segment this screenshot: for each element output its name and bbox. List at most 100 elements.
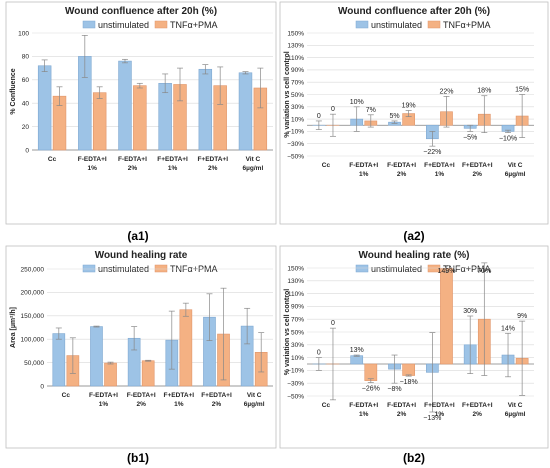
y-axis-label: Area [µm²/h] — [10, 307, 17, 348]
chart-panel-1: Wound confluence after 20h (%) unstimulat… — [5, 1, 277, 225]
category-label: 6µg/ml — [243, 165, 264, 172]
category-label: 2% — [128, 165, 138, 172]
legend-swatch-2 — [154, 264, 168, 273]
y-tick-label: 200,000 — [21, 290, 45, 297]
data-label: 0 — [331, 320, 335, 327]
bar-tnf — [402, 363, 415, 376]
chart-title: Wound healing rate (%) — [359, 250, 470, 261]
category-label: Vit C — [508, 402, 523, 409]
bar-unstimulated — [198, 68, 213, 151]
bar-unstimulated — [52, 333, 66, 387]
category-label: 2% — [397, 171, 407, 178]
category-label: 1% — [359, 411, 369, 418]
category-label: F+EDTA+I — [424, 402, 455, 409]
bar-unstimulated — [118, 60, 132, 151]
data-label: −26% — [362, 386, 380, 393]
data-label: 7% — [366, 107, 376, 114]
bar-unstimulated — [90, 326, 103, 387]
y-tick-label: 100,000 — [21, 337, 45, 344]
category-label: F-EDTA+I — [349, 402, 378, 409]
y-tick-label: 130% — [287, 43, 304, 50]
y-tick-label: 50,000 — [24, 360, 44, 367]
category-label: Vit C — [247, 392, 262, 399]
y-tick-label: 60 — [22, 77, 30, 84]
category-label: F+EDTA+I — [157, 156, 188, 163]
data-label: 18% — [477, 88, 491, 95]
y-axis-label: % variation vs cell control — [284, 289, 291, 375]
category-label: 2% — [397, 411, 407, 418]
y-tick-label: −50% — [287, 393, 304, 400]
category-label: Cc — [48, 156, 57, 163]
category-label: 6µg/ml — [244, 401, 265, 408]
y-tick-label: 0 — [40, 383, 44, 390]
y-axis-label: % variation vs cell control — [284, 51, 291, 137]
data-label: 0 — [317, 350, 321, 357]
category-label: 1% — [88, 165, 98, 172]
category-label: F+EDTA+I — [424, 162, 455, 169]
data-label: 14% — [501, 325, 515, 332]
y-tick-label: −30% — [287, 141, 304, 148]
bar-tnf — [104, 362, 117, 387]
data-label: −5% — [463, 134, 477, 141]
legend-label-2: TNFα+PMA — [443, 264, 490, 274]
data-label: 10% — [350, 99, 364, 106]
data-label: 19% — [402, 102, 416, 109]
panel-label: (a2) — [403, 229, 424, 243]
data-label: 30% — [463, 308, 477, 315]
data-label: −22% — [423, 149, 441, 156]
y-tick-label: 50% — [291, 329, 304, 336]
chart-frame — [5, 245, 277, 449]
y-axis-label: % Confluence — [10, 68, 17, 114]
chart-title: Wound healing rate — [95, 250, 188, 261]
data-label: −8% — [387, 386, 401, 393]
data-label: −13% — [423, 415, 441, 422]
legend-swatch-1 — [82, 264, 96, 273]
chart-frame — [279, 1, 549, 225]
legend-swatch-1 — [82, 20, 96, 29]
bar-tnf — [92, 92, 107, 151]
legend-label-1: unstimulated — [98, 20, 149, 30]
category-label: F+EDTA+I — [164, 392, 195, 399]
data-label: −18% — [400, 379, 418, 386]
bar-unstimulated — [350, 355, 364, 365]
chart-title: Wound confluence after 20h (%) — [65, 6, 217, 17]
y-tick-label: 150,000 — [21, 313, 45, 320]
y-tick-label: 70% — [291, 317, 304, 324]
legend-swatch-1 — [355, 20, 369, 29]
y-tick-label: 70% — [291, 80, 304, 87]
category-label: F-EDTA+I — [387, 402, 416, 409]
legend-swatch-2 — [427, 264, 441, 273]
y-tick-label: 10% — [291, 355, 304, 362]
y-tick-label: 30% — [291, 342, 304, 349]
category-label: Vit C — [508, 162, 523, 169]
category-label: 6µg/ml — [505, 171, 526, 178]
category-label: F-EDTA+I — [349, 162, 378, 169]
legend-label-1: unstimulated — [371, 20, 422, 30]
y-tick-label: 130% — [287, 278, 304, 285]
bar-unstimulated — [158, 83, 172, 151]
y-tick-label: 80 — [22, 54, 30, 61]
category-label: F-EDTA+I — [89, 392, 118, 399]
y-tick-label: −30% — [287, 381, 304, 388]
category-label: F+EDTA+I — [462, 162, 493, 169]
y-tick-label: 0 — [25, 147, 29, 154]
category-label: F-EDTA+I — [387, 162, 416, 169]
bar-tnf — [133, 85, 147, 151]
y-tick-label: 20 — [22, 124, 30, 131]
category-label: 2% — [136, 401, 146, 408]
y-tick-label: 40 — [22, 101, 30, 108]
category-label: Cc — [322, 162, 331, 169]
y-tick-label: 30% — [291, 104, 304, 111]
bar-unstimulated — [37, 65, 52, 151]
legend-label-2: TNFα+PMA — [443, 20, 490, 30]
bar-tnf — [364, 363, 378, 381]
category-label: 6µg/ml — [505, 411, 526, 418]
y-tick-label: 110% — [288, 55, 304, 62]
legend-swatch-2 — [154, 20, 168, 29]
category-label: F-EDTA+I — [127, 392, 156, 399]
legend-swatch-1 — [355, 264, 369, 273]
y-tick-label: −10% — [287, 368, 304, 375]
bar-tnf — [141, 360, 155, 387]
